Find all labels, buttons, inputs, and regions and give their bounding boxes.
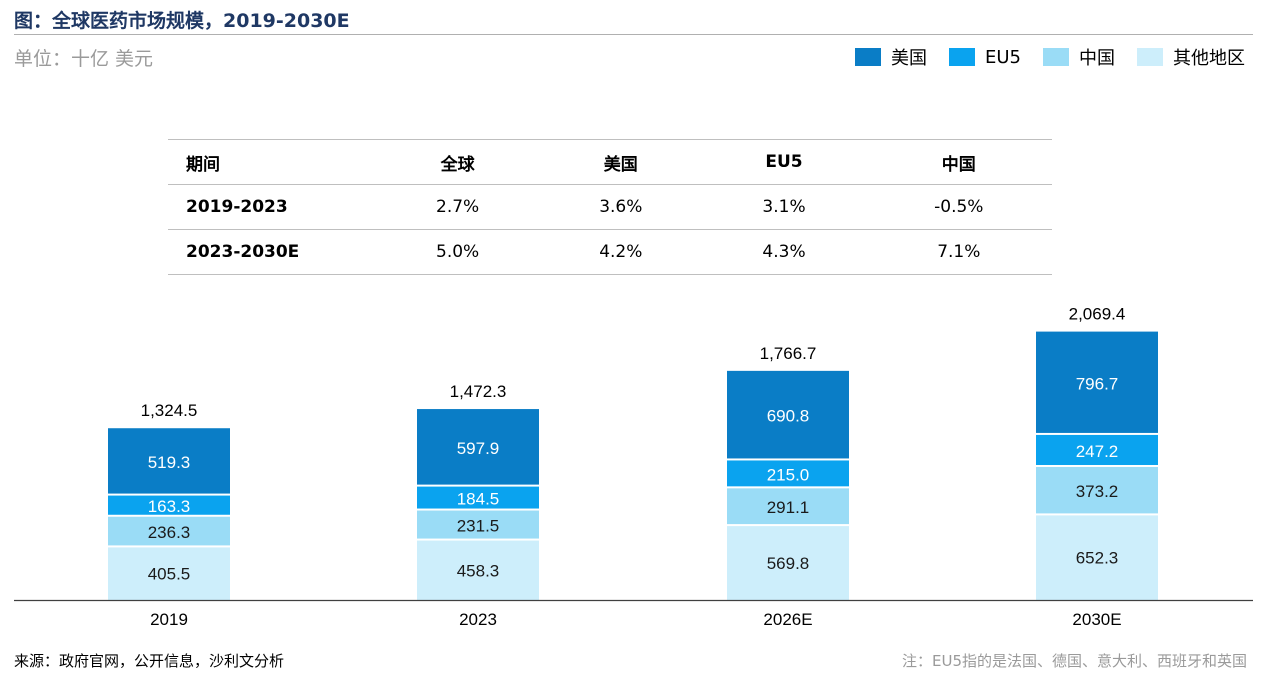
bar-segment-china-2023 — [417, 510, 539, 539]
total-label-2019: 1,324.5 — [141, 401, 198, 420]
cagr-cell-china: -0.5% — [865, 184, 1052, 230]
cagr-cell-eu5: 4.3% — [702, 229, 866, 275]
bar-segment-china-2026E — [727, 488, 849, 525]
data-label-us-2023: 597.9 — [457, 439, 500, 458]
data-label-other-2030E: 652.3 — [1076, 549, 1119, 568]
bar-segment-us-2019 — [108, 428, 230, 494]
x-tick-label-2019: 2019 — [150, 610, 188, 629]
bar-segment-other-2023 — [417, 540, 539, 600]
unit-label: 单位：十亿 美元 — [14, 48, 154, 70]
cagr-header-period: 期间 — [168, 139, 376, 185]
legend-item-eu5: EU5 — [949, 47, 1021, 68]
legend-swatch-other — [1137, 48, 1163, 66]
bar-segment-eu5-2026E — [727, 460, 849, 487]
total-label-2026E: 1,766.7 — [760, 344, 817, 363]
bar-segment-china-2030E — [1036, 466, 1158, 514]
legend-label-other: 其他地区 — [1173, 48, 1245, 69]
cagr-cell-eu5: 3.1% — [702, 184, 866, 230]
bar-segment-other-2030E — [1036, 515, 1158, 600]
data-label-eu5-2023: 184.5 — [457, 490, 500, 509]
data-label-eu5-2030E: 247.2 — [1076, 442, 1119, 461]
eu5-footnote: 注：EU5指的是法国、德国、意大利、西班牙和英国 — [901, 652, 1247, 670]
cagr-table: 期间 全球 美国 EU5 中国 2019-2023 2.7% 3.6% 3.1%… — [168, 139, 1052, 275]
bar-segment-us-2030E — [1036, 331, 1158, 433]
bar-segment-other-2026E — [727, 526, 849, 600]
chart-title: 图：全球医药市场规模，2019-2030E — [14, 10, 350, 32]
data-label-us-2019: 519.3 — [148, 453, 191, 472]
cagr-header-china: 中国 — [865, 139, 1052, 185]
legend-item-other: 其他地区 — [1137, 44, 1245, 70]
data-label-eu5-2019: 163.3 — [148, 497, 191, 516]
bar-segment-eu5-2023 — [417, 486, 539, 509]
cagr-cell-global: 2.7% — [376, 184, 540, 230]
cagr-header-us: 美国 — [539, 139, 703, 185]
data-label-other-2023: 458.3 — [457, 561, 500, 580]
cagr-cell-us: 4.2% — [539, 229, 703, 275]
legend-swatch-eu5 — [949, 48, 975, 66]
data-label-other-2019: 405.5 — [148, 565, 191, 584]
x-tick-label-2030E: 2030E — [1072, 610, 1121, 629]
x-tick-label-2026E: 2026E — [763, 610, 812, 629]
legend-swatch-us — [855, 48, 881, 66]
data-label-china-2023: 231.5 — [457, 517, 500, 536]
bar-segment-eu5-2030E — [1036, 434, 1158, 465]
data-label-eu5-2026E: 215.0 — [767, 465, 810, 484]
legend-label-eu5: EU5 — [985, 46, 1021, 68]
cagr-header-eu5: EU5 — [702, 139, 866, 185]
total-label-2030E: 2,069.4 — [1069, 305, 1126, 324]
table-row: 2019-2023 2.7% 3.6% 3.1% -0.5% — [168, 184, 1052, 230]
data-label-china-2026E: 291.1 — [767, 498, 810, 517]
source-note: 来源：政府官网，公开信息，沙利文分析 — [14, 652, 285, 670]
legend-item-us: 美国 — [855, 44, 927, 70]
cagr-header-global: 全球 — [376, 139, 540, 185]
x-tick-label-2023: 2023 — [459, 610, 497, 629]
legend-item-china: 中国 — [1043, 44, 1115, 70]
total-label-2023: 1,472.3 — [450, 382, 507, 401]
bar-segment-china-2019 — [108, 516, 230, 546]
cagr-table-header-row: 期间 全球 美国 EU5 中国 — [168, 139, 1052, 185]
data-label-us-2026E: 690.8 — [767, 407, 810, 426]
legend-label-us: 美国 — [891, 48, 927, 69]
table-row: 2023-2030E 5.0% 4.2% 4.3% 7.1% — [168, 229, 1052, 275]
bar-segment-eu5-2019 — [108, 495, 230, 515]
data-label-us-2030E: 796.7 — [1076, 374, 1119, 393]
cagr-cell-global: 5.0% — [376, 229, 540, 275]
data-label-other-2026E: 569.8 — [767, 554, 810, 573]
legend-label-china: 中国 — [1079, 48, 1115, 69]
title-divider — [14, 34, 1253, 35]
cagr-cell-period: 2023-2030E — [168, 229, 376, 275]
cagr-cell-period: 2019-2023 — [168, 184, 376, 230]
legend-swatch-china — [1043, 48, 1069, 66]
legend: 美国 EU5 中国 其他地区 — [833, 44, 1245, 70]
cagr-cell-us: 3.6% — [539, 184, 703, 230]
bar-segment-us-2026E — [727, 370, 849, 459]
bar-segment-other-2019 — [108, 547, 230, 600]
cagr-cell-china: 7.1% — [865, 229, 1052, 275]
bar-segment-us-2023 — [417, 409, 539, 485]
data-label-china-2019: 236.3 — [148, 523, 191, 542]
data-label-china-2030E: 373.2 — [1076, 482, 1119, 501]
